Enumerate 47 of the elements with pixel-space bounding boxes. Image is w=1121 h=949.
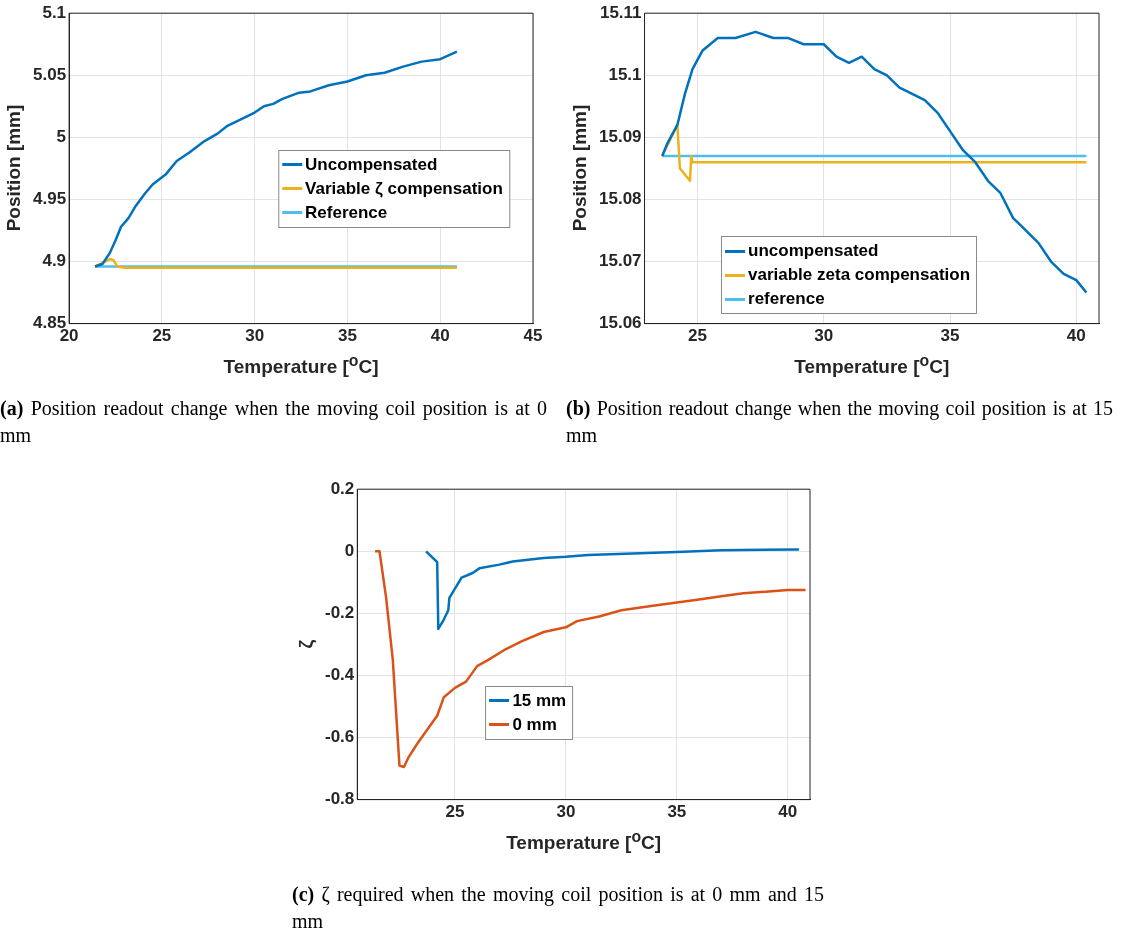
y-tick-label: 0.2 xyxy=(330,478,355,498)
y-tick-label: 0 xyxy=(344,540,355,560)
text: (b) Position readout change when the moving coil position is at 15 mm xyxy=(566,397,1113,446)
x-axis-title: Temperature [$^{o}$C] xyxy=(223,352,379,379)
y-tick-label: 15.11 xyxy=(599,2,642,22)
x-tick-label: 40 xyxy=(430,326,450,346)
y-tick-label: 15.1 xyxy=(608,64,642,84)
x-tick-label: 35 xyxy=(940,326,960,346)
y-tick-label: -0.2 xyxy=(325,603,355,623)
x-axis-title: Temperature [$^{o}$C] xyxy=(794,352,950,379)
x-tick-label: 30 xyxy=(245,326,265,346)
x-tick-label: 40 xyxy=(778,802,798,822)
y-tick-label: 4.95 xyxy=(32,189,67,209)
x-tick-label: 40 xyxy=(1066,326,1086,346)
y-axis-title: Position [mm] xyxy=(3,105,25,232)
x-tick-label: 25 xyxy=(152,326,172,346)
y-tick-label: -0.8 xyxy=(325,789,355,809)
y-tick-label: 5.1 xyxy=(42,2,67,22)
text: (a) Position readout change when the moving coil position is at 0 mm xyxy=(0,397,547,446)
legend-label: Variable ζ compensation xyxy=(305,177,503,200)
y-tick-label: -0.6 xyxy=(325,727,355,747)
y-tick-label: 15.09 xyxy=(598,127,642,147)
x-tick-label: 25 xyxy=(445,802,465,822)
y-tick-label: 15.06 xyxy=(598,313,642,333)
x-tick-label: 30 xyxy=(556,802,576,822)
legend-label: 0 mm xyxy=(512,713,557,736)
x-axis-title: Temperature [$^{o}$C] xyxy=(506,828,662,855)
x-tick-label: 35 xyxy=(337,326,357,346)
legend-label: uncompensated xyxy=(748,240,879,263)
legend-label: variable zeta compensation xyxy=(748,264,971,287)
y-tick-label: 4.9 xyxy=(42,251,67,271)
legend-label: 15 mm xyxy=(512,689,567,712)
y-tick-label: 5.05 xyxy=(32,64,67,84)
x-tick-label: 35 xyxy=(667,802,687,822)
y-axis-title: ζ xyxy=(295,640,317,649)
y-tick-label: -0.4 xyxy=(325,665,355,685)
legend-label: Uncompensated xyxy=(305,153,438,176)
text: (c) ζ required when the moving coil position is at 0 mm and 15 mm xyxy=(292,883,824,932)
y-tick-label: 15.08 xyxy=(598,189,642,209)
y-tick-label: 5 xyxy=(56,127,67,147)
x-tick-label: 30 xyxy=(814,326,834,346)
legend-label: reference xyxy=(748,288,825,311)
legend-label: Reference xyxy=(305,201,388,224)
x-tick-label: 25 xyxy=(688,326,708,346)
y-axis-title: Position [mm] xyxy=(569,105,591,232)
x-tick-label: 45 xyxy=(523,326,543,346)
y-tick-label: 15.07 xyxy=(598,251,642,271)
